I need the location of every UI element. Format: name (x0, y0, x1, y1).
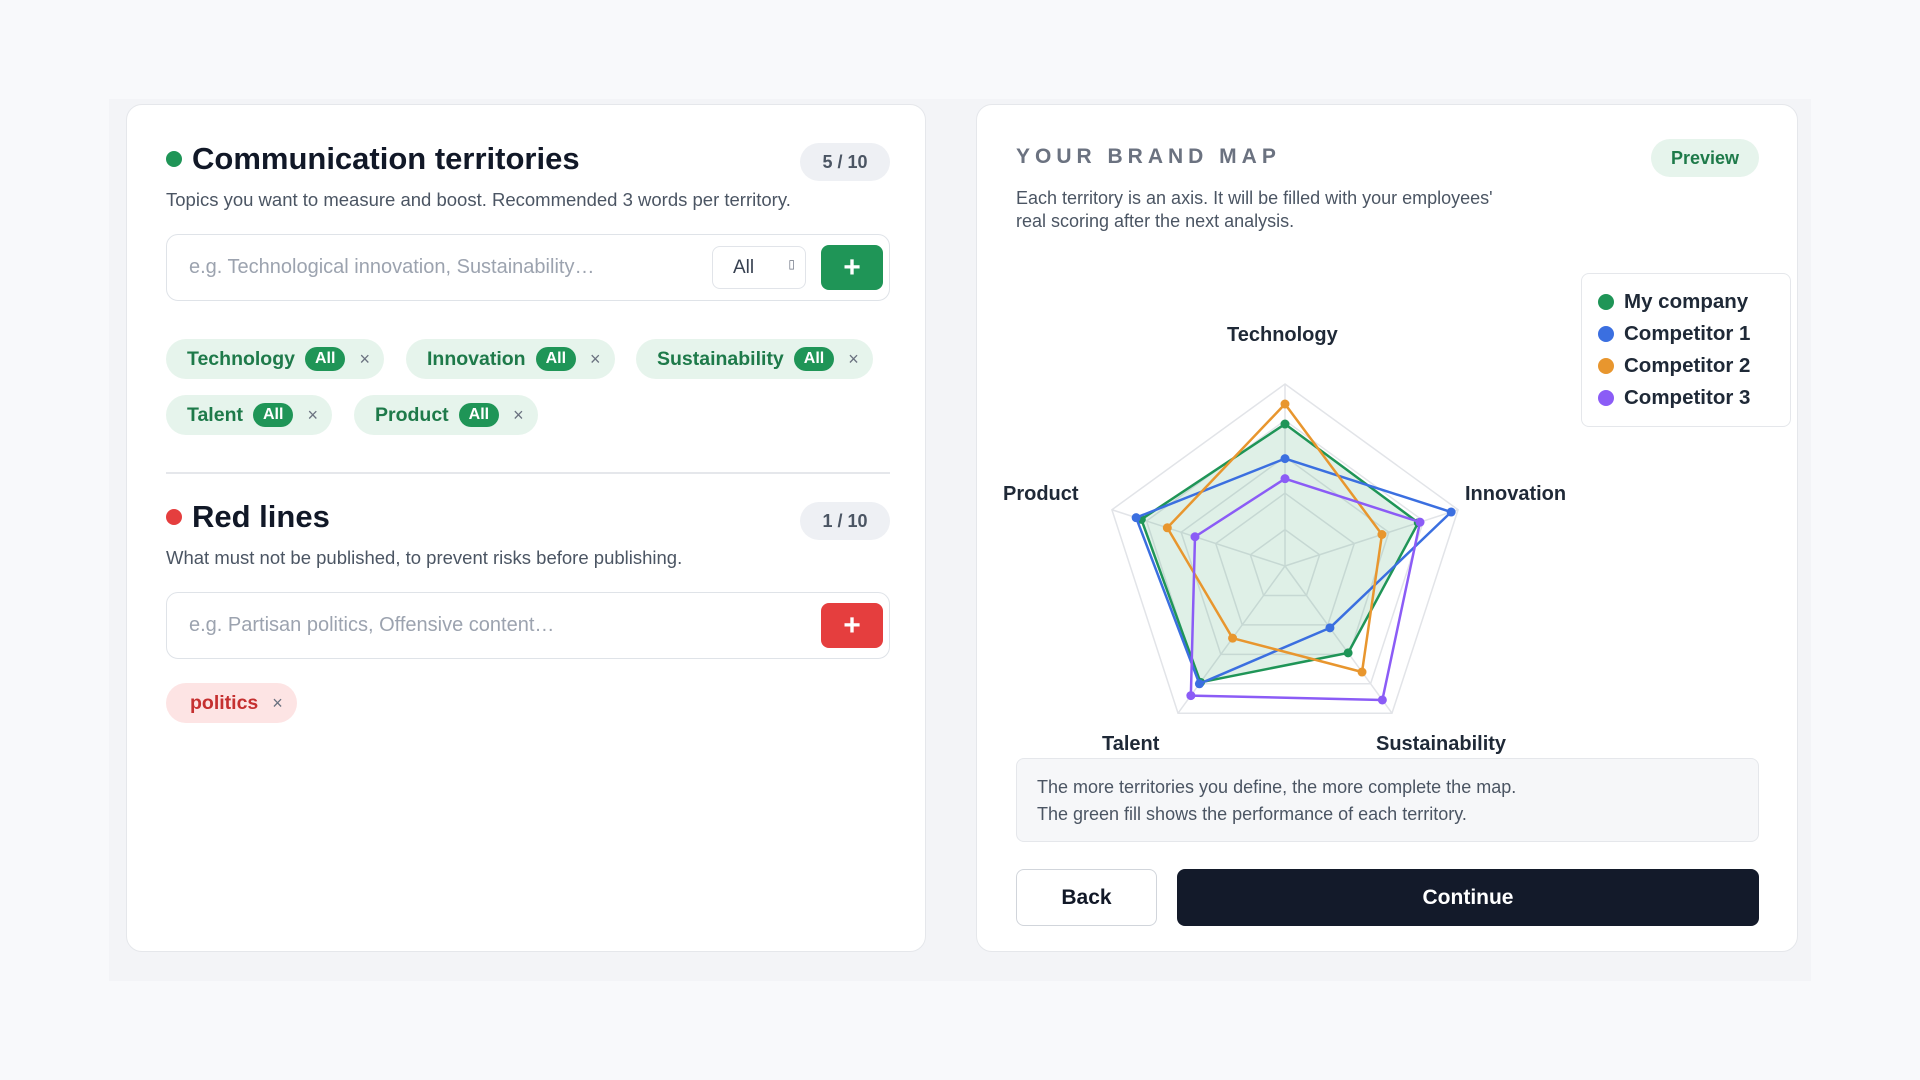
radar-point (1280, 474, 1290, 484)
chip-scope-tag[interactable]: All (535, 347, 577, 371)
radar-point (1228, 633, 1238, 643)
territory-chip: Technology All × (166, 339, 384, 379)
red-lines-count-badge: 1 / 10 (800, 502, 890, 540)
continue-button[interactable]: Continue (1177, 869, 1759, 926)
radar-series-3 (1166, 402, 1384, 674)
add-red-line-button[interactable]: + (821, 603, 883, 648)
legend-item: Competitor 3 (1598, 386, 1750, 410)
radar-series-4 (1189, 477, 1422, 702)
chip-remove-icon[interactable]: × (359, 348, 370, 369)
legend-swatch (1598, 294, 1614, 310)
red-line-chip: politics × (166, 683, 297, 723)
radar-axis-line (1284, 509, 1459, 567)
legend-label: Competitor 2 (1624, 354, 1751, 377)
radar-axis-line (1284, 565, 1393, 714)
radar-grid-ring (1249, 528, 1321, 597)
red-lines-title: Red lines (192, 499, 330, 534)
radar-point (1186, 691, 1196, 701)
brand-map-card: YOUR BRAND MAP Preview Each territory is… (976, 104, 1798, 952)
radar-point (1377, 695, 1387, 705)
radar-chart (1111, 383, 1459, 714)
radar-grid-ring (1214, 492, 1356, 626)
chip-scope-tag[interactable]: All (793, 347, 835, 371)
section-divider (166, 472, 890, 474)
select-caret-icon: ▯ (788, 257, 795, 271)
chip-remove-icon[interactable]: × (513, 404, 524, 425)
chip-remove-icon[interactable]: × (307, 404, 318, 425)
scope-select-value: All (733, 256, 755, 278)
territories-status-dot (166, 151, 182, 167)
chip-label: Talent (187, 403, 243, 426)
legend-item: Competitor 2 (1598, 354, 1750, 378)
radar-grid-ring (1111, 383, 1459, 714)
axis-label-innovation: Innovation (1465, 483, 1567, 505)
chip-scope-tag[interactable]: All (252, 403, 294, 427)
territory-chip: Innovation All × (406, 339, 615, 379)
radar-point (1415, 517, 1425, 527)
territories-count-badge: 5 / 10 (800, 143, 890, 181)
chip-label: Innovation (427, 347, 526, 370)
brand-map-description-line1: Each territory is an axis. It will be fi… (1016, 188, 1493, 208)
legend-swatch (1598, 390, 1614, 406)
chip-scope-tag[interactable]: All (304, 347, 346, 371)
chip-label: Product (375, 403, 449, 426)
brand-map-title: YOUR BRAND MAP (1016, 145, 1281, 168)
legend-label: My company (1624, 290, 1749, 313)
chip-remove-icon[interactable]: × (272, 692, 283, 713)
red-lines-status-dot (166, 509, 182, 525)
chip-label: politics (190, 691, 259, 714)
territories-card: Communication territories 5 / 10 Topics … (126, 104, 926, 952)
red-line-input[interactable]: e.g. Partisan politics, Offensive conten… (189, 614, 555, 636)
legend-swatch (1598, 326, 1614, 342)
radar-point (1343, 648, 1353, 658)
legend-item: My company (1598, 290, 1748, 314)
territories-subtitle: Topics you want to measure and boost. Re… (166, 189, 791, 210)
axis-label-talent: Talent (1102, 733, 1160, 755)
info-note: The more territories you define, the mor… (1016, 758, 1759, 842)
territory-input[interactable]: e.g. Technological innovation, Sustainab… (189, 256, 595, 278)
legend-label: Competitor 1 (1624, 322, 1751, 345)
legend-label: Competitor 3 (1624, 386, 1751, 409)
chart-legend: My company Competitor 1 Competitor 2 Com… (1581, 273, 1791, 427)
note-line2: The green fill shows the performance of … (1037, 804, 1467, 824)
chip-label: Technology (187, 347, 295, 370)
back-button[interactable]: Back (1016, 869, 1157, 926)
radar-point (1162, 523, 1172, 533)
territory-input-box: e.g. Technological innovation, Sustainab… (166, 234, 890, 301)
territory-chip: Talent All × (166, 395, 332, 435)
add-territory-button[interactable]: + (821, 245, 883, 290)
radar-point (1446, 507, 1456, 517)
note-line1: The more territories you define, the mor… (1037, 777, 1517, 797)
radar-point (1280, 419, 1290, 429)
preview-badge: Preview (1651, 139, 1759, 177)
red-line-input-box: e.g. Partisan politics, Offensive conten… (166, 592, 890, 659)
axis-label-sustainability: Sustainability (1376, 733, 1507, 755)
red-lines-subtitle: What must not be published, to prevent r… (166, 547, 683, 568)
radar-point (1357, 667, 1367, 677)
radar-point (1280, 399, 1290, 409)
territories-title: Communication territories (192, 141, 580, 176)
axis-label-product: Product (1003, 483, 1079, 505)
radar-series-2 (1134, 457, 1453, 686)
territory-chip: Product All × (354, 395, 538, 435)
axis-label-technology: Technology (1227, 324, 1338, 346)
scope-select[interactable]: All ▯ (712, 246, 806, 289)
legend-swatch (1598, 358, 1614, 374)
legend-item: Competitor 1 (1598, 322, 1750, 346)
chip-remove-icon[interactable]: × (590, 348, 601, 369)
chip-remove-icon[interactable]: × (848, 348, 859, 369)
radar-point (1325, 623, 1335, 633)
brand-map-description-line2: real scoring after the next analysis. (1016, 211, 1295, 231)
radar-point (1190, 532, 1200, 542)
radar-point (1131, 513, 1141, 523)
territory-chip: Sustainability All × (636, 339, 873, 379)
radar-point (1280, 454, 1290, 464)
chip-scope-tag[interactable]: All (458, 403, 500, 427)
radar-point (1377, 530, 1387, 540)
chip-label: Sustainability (657, 347, 784, 370)
radar-point (1194, 679, 1204, 689)
